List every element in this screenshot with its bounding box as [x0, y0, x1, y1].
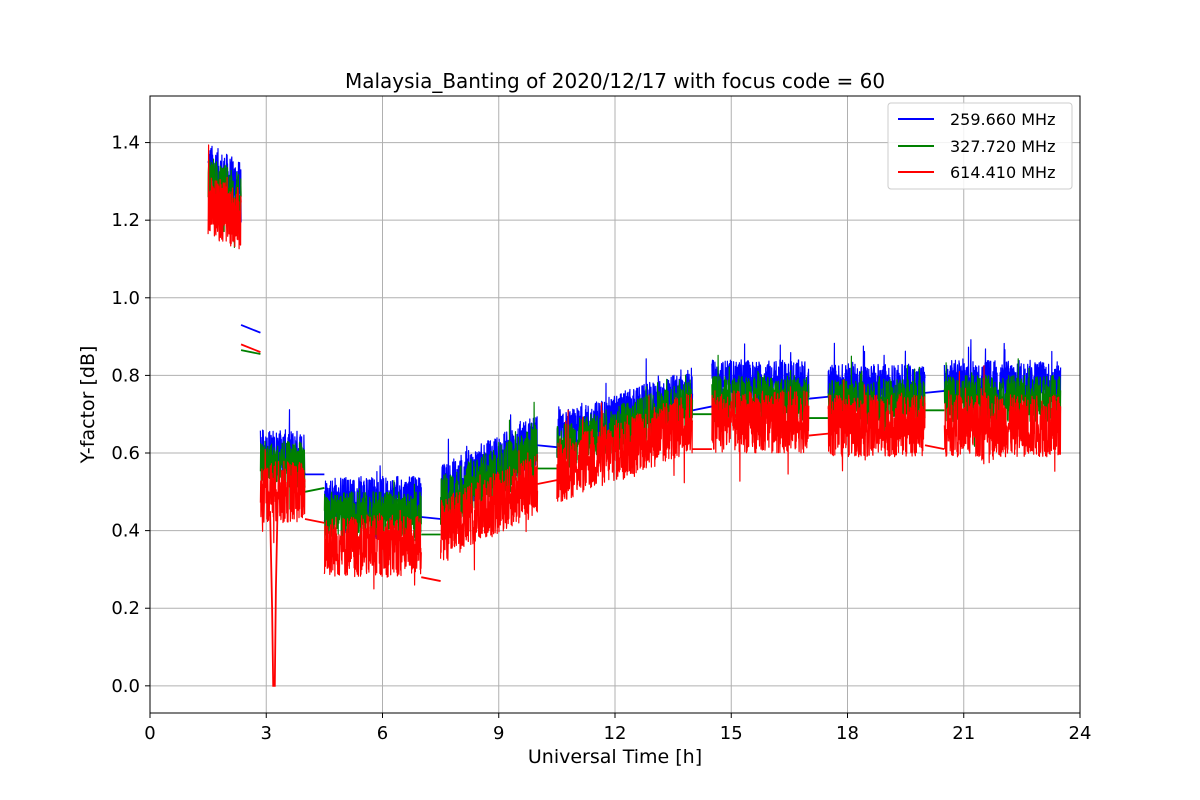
x-tick-label-7: 21 [952, 723, 975, 744]
series-2-dip [269, 491, 279, 687]
y-tick-label-7: 1.4 [111, 133, 140, 154]
series-2-segment-3 [440, 450, 539, 571]
legend: 259.660 MHz 327.720 MHz 614.410 MHz [887, 102, 1073, 190]
series-2-segment-1 [259, 449, 306, 544]
series-0-bridge-3 [537, 444, 557, 449]
legend-label-259: 259.660 MHz [950, 110, 1055, 129]
x-tick-label-0: 0 [144, 723, 155, 744]
x-tick-label-2: 6 [377, 723, 388, 744]
chart-title: Malaysia_Banting of 2020/12/17 with focu… [345, 69, 885, 93]
x-tick-label-1: 3 [261, 723, 272, 744]
x-axis-ticks: 0 3 6 9 12 15 18 21 24 [144, 713, 1091, 744]
series-2-segment-4 [556, 393, 694, 502]
y-tick-label-3: 0.6 [111, 443, 140, 464]
series-2-bridge-6 [924, 444, 945, 451]
x-tick-label-5: 15 [720, 723, 743, 744]
series-0-bridge-0 [240, 324, 261, 334]
series-2-segment-5 [711, 386, 810, 482]
series-2-segment-2 [323, 509, 422, 590]
series-2-bridge-1 [304, 518, 325, 524]
series-0-bridge-5 [808, 395, 829, 400]
y-tick-label-4: 0.8 [111, 365, 140, 386]
plot-area [207, 144, 1062, 687]
series-2-bridge-3 [537, 479, 558, 485]
y-tick-label-0: 0.0 [111, 676, 140, 697]
x-tick-label-4: 12 [604, 723, 627, 744]
series-0-bridge-2 [421, 516, 441, 520]
y-tick-label-1: 0.2 [111, 598, 140, 619]
series-2-bridge-0 [240, 343, 261, 353]
series-1-bridge-1 [304, 487, 325, 493]
legend-label-614: 614.410 MHz [950, 163, 1055, 182]
y-axis-ticks: 0.0 0.2 0.4 0.6 0.8 1.0 1.2 1.4 [111, 133, 150, 697]
series-2-bridge-5 [808, 432, 829, 437]
series-2 [207, 144, 1062, 687]
legend-box [887, 102, 1073, 190]
series-2-segment-7 [943, 365, 1062, 472]
x-tick-label-8: 24 [1069, 723, 1092, 744]
series-layer [207, 144, 1062, 687]
x-axis-label: Universal Time [h] [528, 746, 702, 768]
series-0-segment-7 [943, 339, 1062, 418]
series-1-segment-1 [259, 440, 306, 510]
series-1-segment-3 [440, 401, 539, 529]
y-tick-label-2: 0.4 [111, 521, 140, 542]
series-1-bridge-0 [240, 349, 261, 355]
x-tick-label-6: 18 [836, 723, 859, 744]
y-axis-label: Y-factor [dB] [77, 346, 99, 465]
y-tick-label-6: 1.2 [111, 210, 140, 231]
series-2-bridge-2 [421, 576, 441, 582]
series-2-segment-0 [207, 144, 242, 250]
series-0-segment-2 [323, 465, 422, 540]
series-0-bridge-6 [924, 390, 945, 394]
legend-label-327: 327.720 MHz [950, 137, 1055, 156]
series-2-segment-6 [827, 379, 926, 472]
y-tick-label-5: 1.0 [111, 288, 140, 309]
x-tick-label-3: 9 [493, 723, 504, 744]
series-0-bridge-4 [692, 405, 713, 412]
